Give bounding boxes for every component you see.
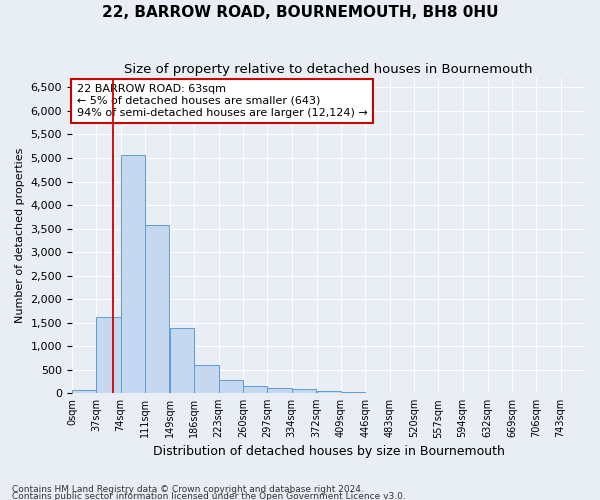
Text: 22 BARROW ROAD: 63sqm
← 5% of detached houses are smaller (643)
94% of semi-deta: 22 BARROW ROAD: 63sqm ← 5% of detached h… [77,84,368,117]
Bar [96,317,121,393]
Text: Contains HM Land Registry data © Crown copyright and database right 2024.: Contains HM Land Registry data © Crown c… [12,486,364,494]
Bar [218,380,243,393]
Y-axis label: Number of detached properties: Number of detached properties [15,148,25,324]
Text: Contains public sector information licensed under the Open Government Licence v3: Contains public sector information licen… [12,492,406,500]
Title: Size of property relative to detached houses in Bournemouth: Size of property relative to detached ho… [124,62,533,76]
Bar [267,388,292,393]
Bar [145,225,169,393]
Bar [341,392,365,393]
Bar [292,390,316,393]
Bar [72,390,96,393]
Bar [170,328,194,393]
Bar [243,386,267,393]
Bar [121,154,145,393]
X-axis label: Distribution of detached houses by size in Bournemouth: Distribution of detached houses by size … [152,444,505,458]
Text: 22, BARROW ROAD, BOURNEMOUTH, BH8 0HU: 22, BARROW ROAD, BOURNEMOUTH, BH8 0HU [102,5,498,20]
Bar [194,364,218,393]
Bar [317,391,341,393]
